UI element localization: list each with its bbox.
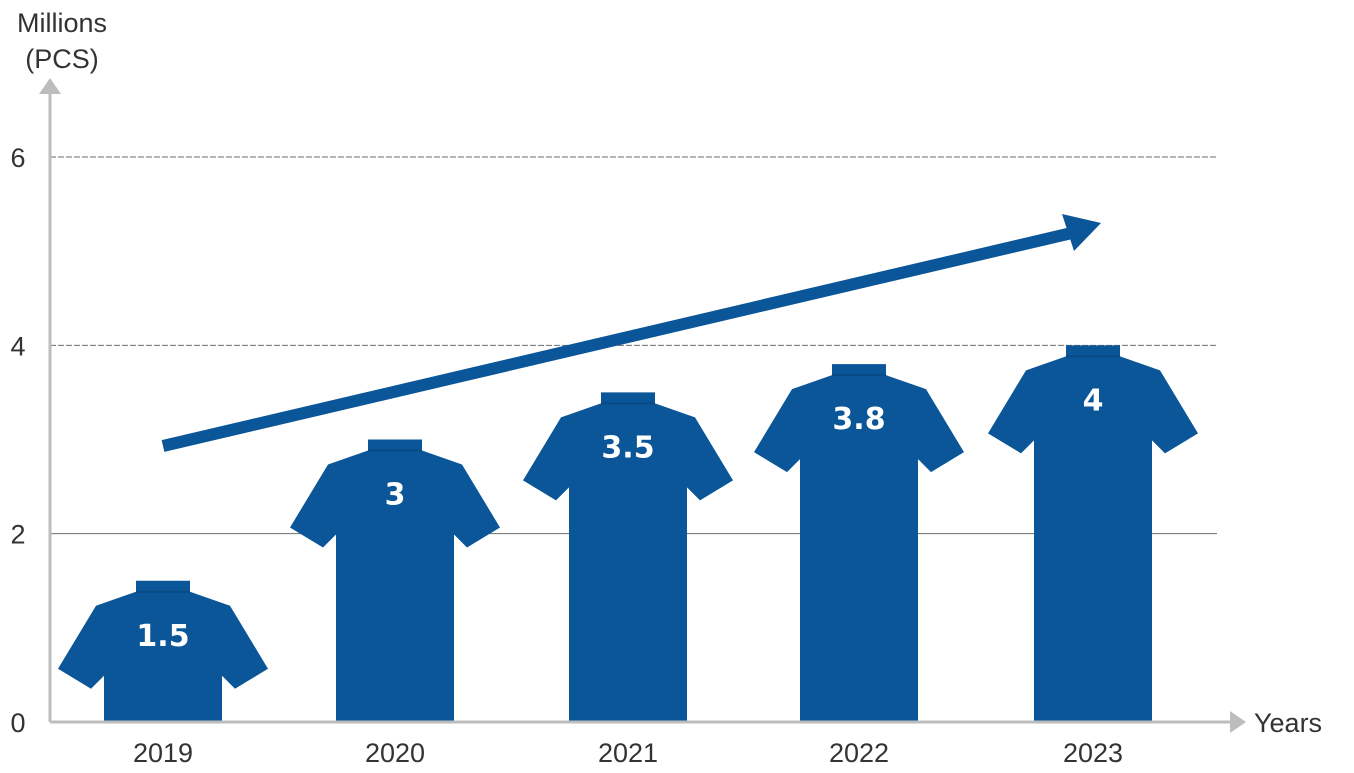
x-axis-arrowhead <box>1230 711 1246 733</box>
y-tick-label: 4 <box>10 331 25 361</box>
x-tick-label: 2023 <box>1063 738 1123 768</box>
data-label: 3.8 <box>832 402 885 437</box>
y-axis-title-line2: (PCS) <box>25 44 99 74</box>
x-tick-labels: 2019 2020 2021 2022 2023 <box>133 738 1123 768</box>
y-tick-label: 6 <box>10 143 25 173</box>
x-tick-label: 2021 <box>598 738 658 768</box>
y-tick-label: 0 <box>10 708 25 738</box>
x-tick-label: 2020 <box>365 738 425 768</box>
data-label: 3 <box>385 478 406 513</box>
y-tick-labels: 0 2 4 6 <box>10 143 25 738</box>
x-tick-label: 2022 <box>829 738 889 768</box>
data-label: 3.5 <box>601 430 654 465</box>
y-axis-title-line1: Millions <box>17 8 107 38</box>
data-label: 4 <box>1083 383 1104 418</box>
y-axis-arrowhead <box>39 78 61 94</box>
x-axis-title: Years <box>1254 708 1322 738</box>
y-tick-label: 2 <box>10 520 25 550</box>
x-tick-label: 2019 <box>133 738 193 768</box>
data-label: 1.5 <box>136 619 189 654</box>
